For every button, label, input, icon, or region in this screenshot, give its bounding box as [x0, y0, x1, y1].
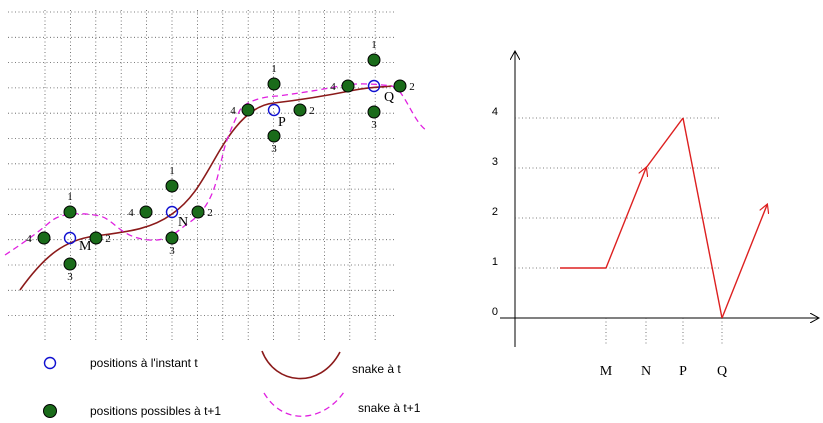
chart-category-lines [605, 318, 723, 345]
chart-y-tick-label: 3 [492, 156, 498, 168]
neighbor-number: 3 [67, 271, 73, 283]
possible-position-dot [267, 77, 281, 91]
possible-position-dot [139, 205, 153, 219]
current-position-circle [367, 79, 381, 93]
point-label-P: P [278, 115, 286, 130]
possible-position-dot [89, 231, 103, 245]
chart-y-tick-label: 1 [492, 256, 498, 268]
chart-y-tick-label: 4 [492, 106, 498, 118]
legend-positions-possible: positions possibles à t+1 [90, 404, 221, 418]
snake-at-t-curve [19, 85, 393, 291]
chart-gridlines [515, 117, 720, 269]
possible-position-dot [63, 257, 77, 271]
chart-series-segment [682, 117, 723, 319]
chart-y-tick-label: 0 [492, 306, 498, 318]
dotted-grid [8, 10, 395, 340]
neighbor-number: 3 [271, 143, 277, 155]
energy-chart: 0 1 2 3 4 M N P Q [492, 52, 818, 379]
possible-position-dot [241, 103, 255, 117]
neighbor-number: 2 [207, 207, 213, 219]
current-positions [63, 79, 381, 245]
possible-position-dot [267, 129, 281, 143]
current-position-circle [267, 103, 281, 117]
neighbor-number: 1 [371, 39, 377, 51]
neighbor-number: 1 [169, 165, 175, 177]
point-label-M: M [79, 239, 92, 254]
current-position-circle [63, 231, 77, 245]
neighbor-number: 1 [271, 63, 277, 75]
neighbor-number: 3 [169, 245, 175, 257]
possible-position-dot [341, 79, 355, 93]
legend-snake-t1: snake à t+1 [358, 401, 421, 415]
neighbor-number: 4 [128, 207, 134, 219]
chart-y-tick-label: 2 [492, 206, 498, 218]
legend-snake-t-line [261, 350, 341, 380]
possible-position-dot [165, 179, 179, 193]
neighbor-number: 2 [105, 233, 111, 245]
chart-series [560, 117, 767, 319]
possible-position-dot [63, 205, 77, 219]
neighbor-number: 2 [309, 105, 315, 117]
legend-possible-marker [43, 404, 57, 418]
chart-y-ticks: 0 1 2 3 4 [492, 106, 498, 318]
chart-x-tick-label: Q [717, 364, 727, 379]
neighbor-number: 1 [67, 191, 73, 203]
snake-at-t-plus-1-curve [4, 83, 427, 256]
neighbor-number: 2 [409, 81, 415, 93]
neighbor-number: 4 [230, 105, 236, 117]
possible-position-dot [293, 103, 307, 117]
possible-position-dot [367, 53, 381, 67]
chart-series-segment [605, 168, 646, 269]
legend-positions-t: positions à l'instant t [90, 356, 198, 370]
neighbor-number: 4 [26, 233, 32, 245]
legend-position-marker [43, 356, 57, 370]
chart-series-segment [645, 117, 684, 169]
chart-x-tick-label: P [679, 364, 687, 379]
legend-snake-t1-line [263, 391, 345, 417]
possible-position-dot [367, 105, 381, 119]
point-label-Q: Q [384, 90, 394, 105]
possible-position-dot [191, 205, 205, 219]
possible-position-dot [393, 79, 407, 93]
neighbor-number: 4 [330, 81, 336, 93]
chart-series-segment [721, 205, 767, 319]
legend-snake-t: snake à t [352, 362, 401, 376]
possible-positions: 1 2 3 4 1 2 3 4 1 2 3 4 1 2 3 4 [26, 39, 415, 283]
point-label-N: N [178, 215, 188, 230]
possible-position-dot [37, 231, 51, 245]
current-position-circle [165, 205, 179, 219]
chart-x-tick-label: M [600, 364, 613, 379]
neighbor-number: 3 [371, 119, 377, 131]
chart-x-tick-label: N [641, 364, 651, 379]
possible-position-dot [165, 231, 179, 245]
